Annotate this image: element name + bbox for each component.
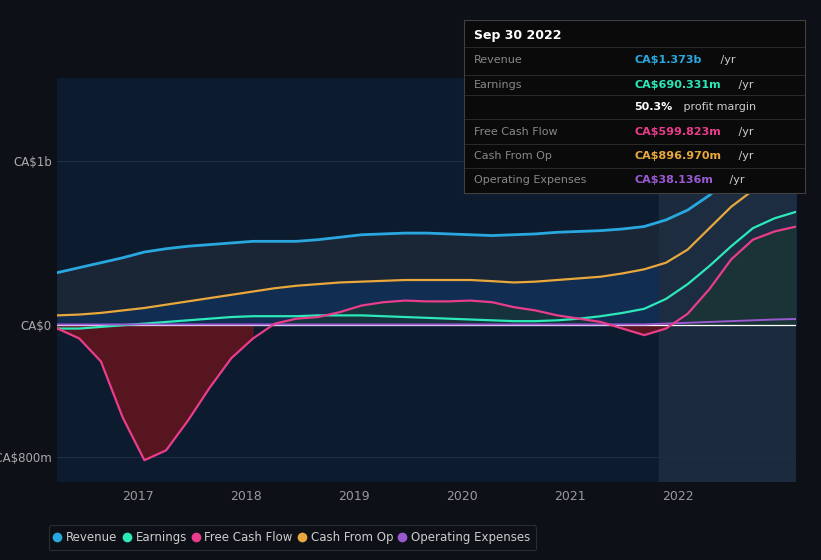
Text: CA$599.823m: CA$599.823m <box>635 127 721 137</box>
Text: Cash From Op: Cash From Op <box>474 151 552 161</box>
Text: CA$690.331m: CA$690.331m <box>635 80 721 90</box>
Text: Revenue: Revenue <box>474 55 523 66</box>
Text: profit margin: profit margin <box>681 102 756 112</box>
Text: Sep 30 2022: Sep 30 2022 <box>474 29 562 42</box>
Text: 50.3%: 50.3% <box>635 102 672 112</box>
Legend: Revenue, Earnings, Free Cash Flow, Cash From Op, Operating Expenses: Revenue, Earnings, Free Cash Flow, Cash … <box>48 525 536 550</box>
Text: /yr: /yr <box>736 151 754 161</box>
Text: Free Cash Flow: Free Cash Flow <box>474 127 557 137</box>
Bar <box>659 78 796 482</box>
Text: /yr: /yr <box>736 127 754 137</box>
Text: CA$1.373b: CA$1.373b <box>635 55 702 66</box>
Text: /yr: /yr <box>736 80 754 90</box>
Text: Operating Expenses: Operating Expenses <box>474 175 586 185</box>
Text: CA$896.970m: CA$896.970m <box>635 151 721 161</box>
Text: CA$38.136m: CA$38.136m <box>635 175 713 185</box>
Text: /yr: /yr <box>717 55 736 66</box>
Text: Earnings: Earnings <box>474 80 523 90</box>
Text: /yr: /yr <box>727 175 745 185</box>
